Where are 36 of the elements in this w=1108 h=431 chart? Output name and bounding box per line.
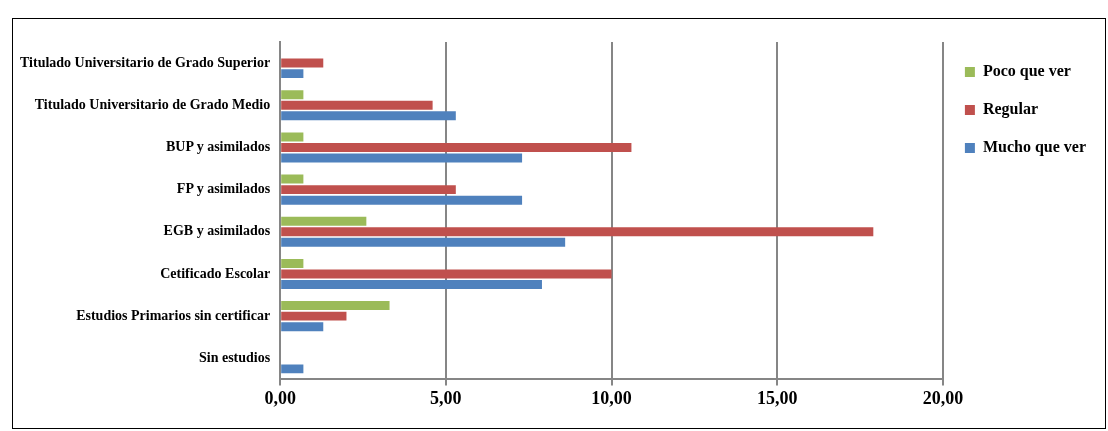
y-tick-label: Sin estudios <box>198 349 271 365</box>
legend-label: Poco que ver <box>982 62 1071 81</box>
y-tick-label: Cetificado Escolar <box>160 265 271 281</box>
y-tick-label: FP y asimilados <box>176 181 271 197</box>
y-tick-label: BUP y asimilados <box>165 139 271 155</box>
bar <box>281 216 367 226</box>
bar <box>281 58 324 68</box>
bar <box>281 322 324 332</box>
bar <box>281 174 304 184</box>
x-tick-label: 20,00 <box>922 387 964 408</box>
bar <box>281 237 566 247</box>
legend-label: Mucho que ver <box>982 138 1087 157</box>
bar <box>281 69 304 79</box>
bar <box>281 227 874 237</box>
y-tick-label: Titulado Universitario de Grado Superior <box>19 54 271 70</box>
legend-label: Regular <box>982 100 1039 119</box>
bar <box>281 142 632 152</box>
bar <box>281 269 612 279</box>
x-tick-label: 10,00 <box>591 387 632 408</box>
bar <box>281 311 347 321</box>
y-tick-label: EGB y asimilados <box>163 223 271 239</box>
y-tick-label: Estudios Primarios sin certificar <box>76 307 271 323</box>
bar <box>281 132 304 142</box>
bar <box>281 195 523 205</box>
bar <box>281 111 456 121</box>
x-tick-label: 0,00 <box>264 387 296 408</box>
x-tick-label: 5,00 <box>430 387 462 408</box>
bar <box>281 280 542 289</box>
bar <box>281 258 304 268</box>
bar <box>281 90 304 100</box>
bar <box>281 301 390 311</box>
x-tick-label: 15,00 <box>756 387 798 408</box>
bar <box>281 185 456 195</box>
bar <box>281 100 433 110</box>
y-tick-label: Titulado Universitario de Grado Medio <box>34 96 271 112</box>
bar <box>281 364 304 374</box>
